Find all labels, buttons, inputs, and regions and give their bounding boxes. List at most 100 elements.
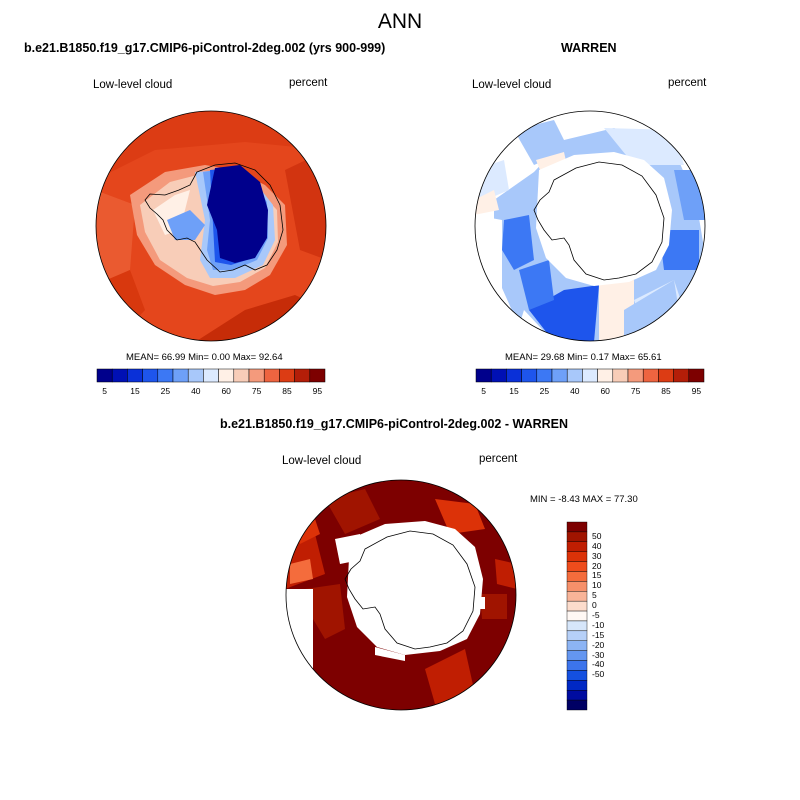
bottom-max-label: MAX = xyxy=(582,494,612,505)
right-colorbar-box xyxy=(490,368,507,383)
left-map-variable-label: Low-level cloud xyxy=(93,79,173,91)
bottom-colorbar-box xyxy=(566,630,588,641)
bottom-colorbar-box xyxy=(566,571,588,582)
left-colorbar-box xyxy=(172,368,189,383)
left-colorbar-label: 95 xyxy=(312,386,323,396)
left-colorbar-box xyxy=(309,368,326,383)
right-colorbar-box xyxy=(582,368,598,383)
bottom-colorbar-box xyxy=(566,670,588,681)
bottom-colorbar-label: -20 xyxy=(592,639,605,650)
bottom-colorbar-box xyxy=(566,521,588,533)
bottom-map-units-label: percent xyxy=(479,453,518,465)
left-colorbar xyxy=(96,368,326,383)
bottom-colorbar-box xyxy=(566,699,588,711)
right-min-label: Min= xyxy=(567,352,588,363)
right-colorbar-box xyxy=(612,368,629,383)
left-colorbar-label: 5 xyxy=(102,386,107,396)
right-colorbar-box xyxy=(597,368,614,383)
right-colorbar-label: 75 xyxy=(630,386,641,396)
bottom-colorbar-box xyxy=(566,541,588,552)
bottom-colorbar-box xyxy=(566,640,588,651)
left-mean-value: 66.99 xyxy=(161,352,186,363)
bottom-colorbar-label: -15 xyxy=(592,629,605,640)
left-colorbar-box xyxy=(279,368,295,383)
bottom-colorbar-box xyxy=(566,561,588,572)
right-colorbar-box xyxy=(475,368,492,383)
right-colorbar-label: 25 xyxy=(539,386,550,396)
left-colorbar-box xyxy=(248,368,265,383)
left-colorbar-label: 25 xyxy=(160,386,171,396)
bottom-max-value: 77.30 xyxy=(613,494,638,505)
left-colorbar-box xyxy=(233,368,250,383)
bottom-panel-title: b.e21.B1850.f19_g17.CMIP6-piControl-2deg… xyxy=(220,417,569,431)
left-colorbar-box xyxy=(294,368,311,383)
bottom-colorbar-box xyxy=(566,620,588,632)
left-colorbar-box xyxy=(218,368,235,383)
bottom-colorbar-label: 15 xyxy=(592,570,602,581)
right-colorbar-box xyxy=(627,368,644,383)
left-map-units-label: percent xyxy=(289,77,328,89)
right-colorbar-label: 95 xyxy=(691,386,702,396)
right-min-value: 0.17 xyxy=(590,352,610,363)
bottom-colorbar xyxy=(566,521,588,711)
bottom-colorbar-box xyxy=(566,600,588,612)
right-antarctica-coastline xyxy=(533,161,665,281)
bottom-colorbar-label: 5 xyxy=(592,590,597,601)
right-max-label: Max= xyxy=(611,352,636,363)
bottom-polar-map xyxy=(285,479,517,711)
bottom-colorbar-label: -10 xyxy=(592,619,605,630)
right-colorbar-label: 15 xyxy=(509,386,519,396)
right-colorbar-box xyxy=(551,368,568,383)
bottom-colorbar-label: 30 xyxy=(592,550,602,561)
left-colorbar-box xyxy=(157,368,174,383)
bottom-map-stats: MIN = -8.43 MAX = 77.30 xyxy=(530,494,638,505)
right-colorbar-box xyxy=(642,368,659,383)
right-colorbar-box xyxy=(658,368,674,383)
left-colorbar-box xyxy=(187,368,204,383)
right-mean-value: 29.68 xyxy=(540,352,565,363)
right-colorbar-box xyxy=(536,368,553,383)
right-mean-label: MEAN= xyxy=(505,352,538,363)
left-colorbar-label: 40 xyxy=(191,386,201,396)
left-colorbar-box xyxy=(203,368,219,383)
bottom-colorbar-label: -50 xyxy=(592,669,605,680)
left-max-label: Max= xyxy=(232,352,257,363)
right-map-units-label: percent xyxy=(668,77,707,89)
right-max-value: 65.61 xyxy=(637,352,662,363)
bottom-colorbar-box xyxy=(566,690,588,701)
left-polar-map xyxy=(95,110,327,342)
bottom-colorbar-label: -5 xyxy=(592,610,600,620)
right-colorbar-labels: 5 15 25 40 60 75 85 95 xyxy=(476,386,704,398)
left-colorbar-box xyxy=(111,368,128,383)
left-colorbar-box xyxy=(127,368,143,383)
right-colorbar-box xyxy=(673,368,690,383)
bottom-colorbar-label: 50 xyxy=(592,530,602,541)
left-min-label: Min= xyxy=(188,352,209,363)
left-colorbar-label: 75 xyxy=(251,386,262,396)
right-colorbar-label: 40 xyxy=(570,386,580,396)
left-mean-label: MEAN= xyxy=(126,352,159,363)
bottom-colorbar-label: -40 xyxy=(592,659,605,670)
bottom-min-value: -8.43 xyxy=(558,494,580,505)
left-map-stats: MEAN= 66.99 Min= 0.00 Max= 92.64 xyxy=(126,352,283,363)
bottom-colorbar-label: 0 xyxy=(592,600,597,611)
bottom-colorbar-box xyxy=(566,581,588,592)
bottom-colorbar-box xyxy=(566,660,588,671)
right-colorbar-label: 5 xyxy=(481,386,486,396)
right-colorbar-label: 85 xyxy=(661,386,671,396)
left-colorbar-box xyxy=(263,368,280,383)
right-colorbar-label: 60 xyxy=(600,386,610,396)
bottom-colorbar-box xyxy=(566,531,588,542)
figure-title: ANN xyxy=(377,10,423,33)
bottom-colorbar-box xyxy=(566,591,588,602)
bottom-colorbar-box xyxy=(566,551,588,562)
bottom-colorbar-box xyxy=(566,680,588,691)
left-antarctica-coastline xyxy=(144,162,284,273)
right-polar-map xyxy=(474,110,706,342)
bottom-colorbar-label: 10 xyxy=(592,580,602,591)
left-colorbar-label: 85 xyxy=(282,386,292,396)
left-colorbar-label: 60 xyxy=(221,386,231,396)
left-min-value: 0.00 xyxy=(211,352,231,363)
right-map-variable-label: Low-level cloud xyxy=(472,79,552,91)
bottom-colorbar-labels: 50 40 30 20 15 10 5 0 -5 -10 -15 -20 -30 -40 -50 xyxy=(592,522,632,710)
